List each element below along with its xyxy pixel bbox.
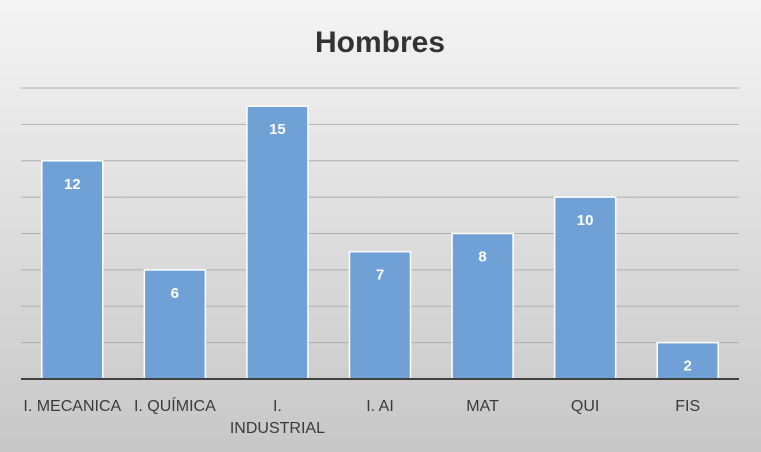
- bar: [451, 232, 514, 380]
- data-label: 8: [478, 249, 486, 266]
- category-labels: I. MECANICA I. QUÍMICA I. INDUSTRIAL I. AI MA…: [23, 396, 700, 437]
- bar: [41, 160, 104, 380]
- data-labels: 12 6 15 7 8 10 2: [64, 121, 692, 374]
- category-label: I. INDUSTRIAL: [230, 398, 325, 437]
- category-label: I. QUÍMICA: [134, 396, 216, 415]
- category-label: I. AI: [366, 398, 394, 415]
- bar: [553, 196, 617, 380]
- data-label: 15: [269, 121, 286, 138]
- data-label: 12: [64, 176, 81, 193]
- category-label: I. MECANICA: [23, 398, 121, 415]
- data-label: 6: [171, 285, 179, 302]
- data-label: 10: [577, 212, 594, 229]
- category-label: MAT: [466, 398, 499, 415]
- bar: [246, 105, 309, 380]
- chart-title: Hombres: [315, 26, 445, 59]
- data-label: 7: [376, 267, 384, 284]
- data-label: 2: [684, 358, 692, 375]
- bars: [41, 105, 719, 380]
- category-label: QUI: [571, 398, 599, 415]
- bar: [143, 269, 207, 380]
- category-label: FIS: [675, 398, 700, 415]
